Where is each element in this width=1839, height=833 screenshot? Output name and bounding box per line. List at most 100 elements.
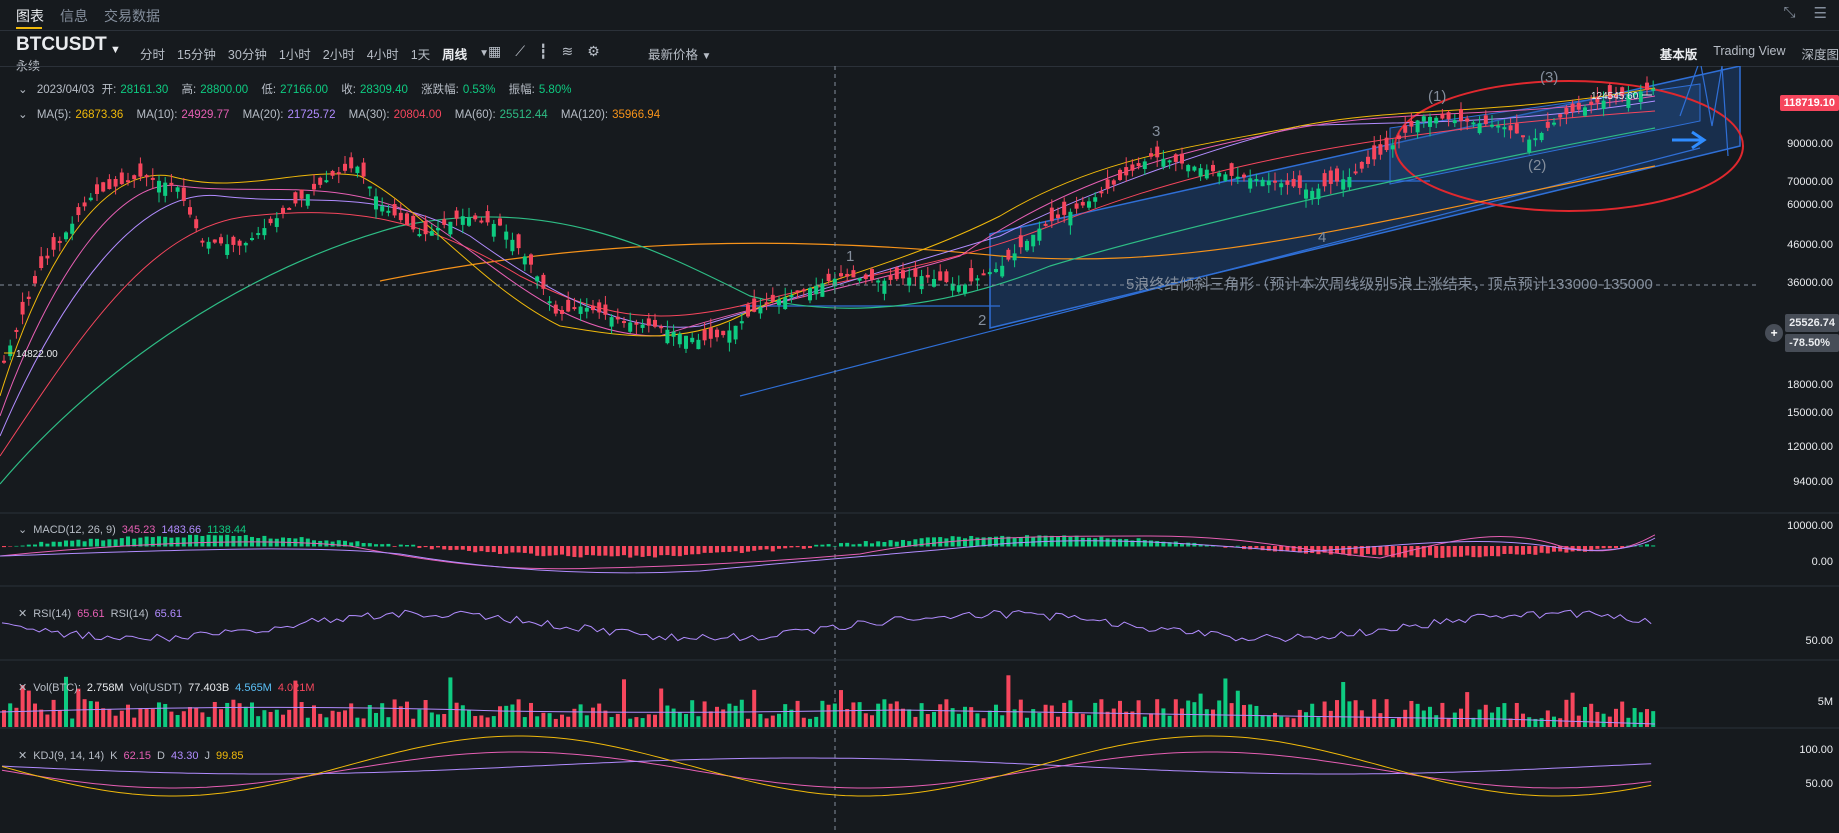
macd-bar [1322,546,1327,553]
volume-bar [1601,713,1606,727]
macd-bar [882,541,887,547]
interval-1[interactable]: 分时 [140,48,166,62]
collapse-ma-icon[interactable]: ⌄ [18,109,28,121]
volume-bar [553,718,558,727]
collapse-legend-icon[interactable]: ⌄ [18,84,28,96]
macd-bar [541,546,546,557]
ma120-value: 35966.94 [612,109,661,121]
volume-bar [1347,701,1352,727]
open-value: 28161.30 [120,84,169,96]
indicators-icon[interactable]: ≋ [561,43,574,59]
candle-body [1062,201,1067,215]
candle-body [101,182,106,192]
add-alert-icon[interactable]: + [1765,324,1784,342]
vol-btc-value: 2.758M [86,682,124,694]
candle-body [987,272,992,275]
volume-bar [169,711,174,727]
volume-bar [330,710,335,727]
macd-bar [690,546,695,555]
macd-dea-line [0,537,1656,574]
candle-body [981,273,986,276]
candle-body [76,207,81,216]
volume-bar [1366,716,1370,727]
candle-body [1421,116,1426,122]
tab-depth[interactable]: 深度图 [1801,48,1839,62]
rsi-value-2: 65.61 [154,608,183,620]
interval-2[interactable]: 15分钟 [177,48,216,62]
tab-trading-data[interactable]: 交易数据 [104,8,160,24]
candle-body [721,330,726,336]
tab-info[interactable]: 信息 [60,8,88,24]
close-rsi-icon[interactable]: ✕ [18,608,28,620]
macd-bar [1533,546,1538,555]
candle-body [789,294,794,298]
symbol-dropdown-icon[interactable]: ▼ [110,44,121,56]
macd-bar [1539,546,1544,553]
top-tabs: 图表 信息 交易数据 [16,6,160,28]
candle-body [144,175,149,178]
macd-bar [1260,546,1265,551]
interval-6[interactable]: 4小时 [366,48,399,62]
candle-body [1372,145,1377,160]
collapse-macd-icon[interactable]: ⌄ [18,524,28,536]
candle-body [882,280,887,294]
macd-bar [758,546,763,550]
candle-body [1645,82,1649,90]
macd-bar [1471,546,1476,558]
candle-body [1409,120,1414,127]
volume-bar [733,705,738,727]
chart-canvas[interactable]: 1 2 3 4 (1) (2) (3) 5浪终结倾斜三角形（预计本次周线级别5浪… [0,66,1839,833]
calendar-icon[interactable]: ▦ [488,43,502,59]
volume-bar [163,703,168,727]
interval-3[interactable]: 30分钟 [227,48,267,62]
candle-type-icon[interactable]: ┇ [539,43,548,59]
collapse-icon[interactable]: ⤡ [1783,4,1796,21]
candle-body [1496,125,1501,128]
candle-body [1080,201,1085,206]
interval-more-icon[interactable]: ▼ [479,48,490,59]
volume-bar [919,703,924,727]
macd-bar [150,537,155,547]
window-controls: ⤡ ☰ [1784,4,1827,22]
close-kdj-icon[interactable]: ✕ [18,750,28,762]
interval-5[interactable]: 2小时 [322,48,355,62]
candle-body [20,301,25,315]
candle-body [1335,168,1339,182]
macd-bar [194,534,199,547]
interval-7[interactable]: 1天 [410,48,431,62]
toolbar-divider [0,66,1839,67]
candle-body [504,231,509,240]
macd-bar [454,546,459,550]
volume-bar [1490,712,1494,727]
volume-bar [814,716,819,727]
tab-basic[interactable]: 基本版 [1659,48,1698,62]
tab-chart[interactable]: 图表 [16,8,44,24]
tab-tradingview[interactable]: Trading View [1713,44,1786,58]
candle-body [82,202,87,207]
interval-4[interactable]: 1小时 [278,48,311,62]
candle-body [398,212,403,221]
settings-icon[interactable]: ☰ [1813,5,1827,22]
macd-bar [665,546,670,556]
volume-bar [250,702,254,727]
latest-price-menu[interactable]: 最新价格 ▼ [648,48,712,62]
interval-8[interactable]: 周线 [442,48,468,62]
drawing-tools-icon[interactable]: ⟋ [515,43,526,59]
macd-bar [981,537,986,547]
volume-bar [1390,718,1395,727]
candle-body [522,256,527,265]
volume-bar [138,708,143,727]
macd-bar [733,546,738,552]
symbol-name[interactable]: BTCUSDT [16,34,107,55]
candle-body [597,302,602,313]
volume-bar [51,699,56,727]
volume-bar [832,703,837,727]
close-vol-icon[interactable]: ✕ [18,682,28,694]
macd-bar [1297,546,1302,553]
candle-body [318,177,323,185]
macd-bar [1130,540,1135,547]
volume-bar [882,699,887,727]
candle-body [188,207,192,215]
chart-settings-icon[interactable]: ⚙ [587,43,600,59]
candle-body [1012,253,1017,261]
